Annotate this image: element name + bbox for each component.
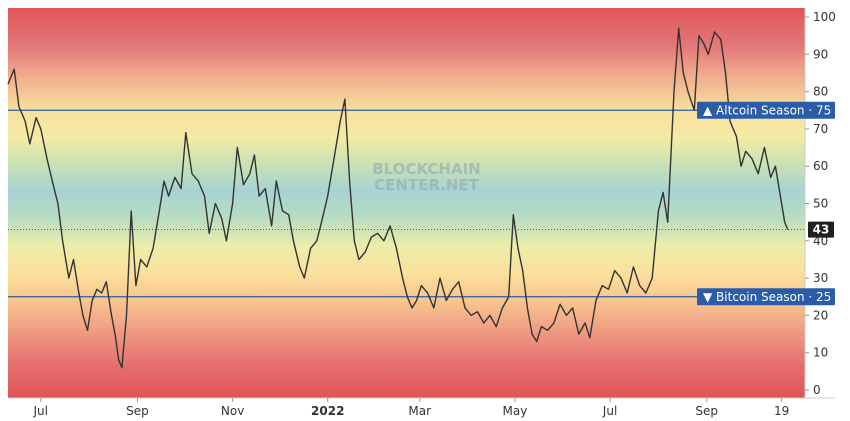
season-level-badge — [697, 101, 835, 119]
y-tick-label: 100 — [813, 10, 836, 24]
current-value-badge-bg — [808, 221, 834, 238]
y-tick-label: 30 — [813, 271, 828, 285]
season-level-badge — [697, 288, 835, 306]
y-tick-label: 20 — [813, 308, 828, 322]
x-tick-label: Sep — [695, 404, 718, 418]
y-tick-label: 80 — [813, 85, 828, 99]
current-value-label: 43 — [813, 223, 830, 237]
x-tick-label: 2022 — [311, 404, 344, 418]
x-tick-label: Nov — [221, 404, 244, 418]
season-level-label: ▲ Altcoin Season · 75 — [703, 103, 831, 117]
season-level-lines — [8, 109, 805, 298]
y-tick-label: 70 — [813, 122, 828, 136]
x-tick-label: 19 — [774, 404, 789, 418]
x-tick-label: Jul — [33, 404, 48, 418]
x-tick-label: May — [502, 404, 527, 418]
y-tick-label: 0 — [813, 383, 821, 397]
watermark-text: BLOCKCHAIN — [372, 160, 480, 178]
x-tick-label: Jul — [602, 404, 617, 418]
x-tick-label: Sep — [126, 404, 149, 418]
season-level-labels: ▲ Altcoin Season · 75 ▼ Bitcoin Season · … — [697, 101, 835, 306]
y-tick-label: 60 — [813, 159, 828, 173]
plot-background — [8, 8, 805, 398]
x-axis-ticks: Jul Sep Nov 2022 Mar May Jul Sep 19 — [33, 398, 789, 418]
watermark-text: CENTER.NET — [374, 176, 480, 194]
y-tick-label: 10 — [813, 346, 828, 360]
y-tick-label: 90 — [813, 47, 828, 61]
current-value-badge: 43 — [808, 221, 834, 238]
y-tick-label: 50 — [813, 197, 828, 211]
season-level-label: ▼ Bitcoin Season · 25 — [703, 290, 831, 304]
x-tick-label: Mar — [408, 404, 431, 418]
altcoin-index-line — [7, 27, 789, 369]
